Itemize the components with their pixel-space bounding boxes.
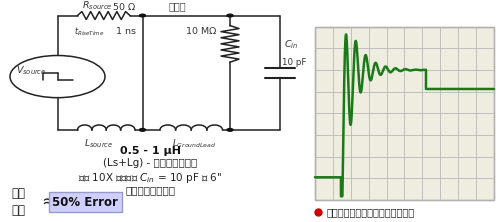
Circle shape: [140, 129, 145, 131]
FancyBboxPatch shape: [315, 27, 494, 200]
Text: 一个 10X 无源探头 $C_{in}$ = 10 pF 及 6": 一个 10X 无源探头 $C_{in}$ = 10 pF 及 6": [78, 170, 222, 185]
Text: 0.5 - 1 μH: 0.5 - 1 μH: [120, 146, 180, 156]
Circle shape: [227, 14, 233, 17]
Text: 振铃
幅度: 振铃 幅度: [11, 187, 25, 218]
Text: (Ls+Lg) - 接地线等效电感: (Ls+Lg) - 接地线等效电感: [103, 158, 197, 168]
Text: $C_{in}$: $C_{in}$: [284, 38, 298, 51]
Text: $L_{Ground Lead}$: $L_{Ground Lead}$: [172, 138, 217, 150]
Text: $L_{source}$: $L_{source}$: [84, 138, 113, 150]
Text: $R_{source}$: $R_{source}$: [82, 0, 113, 12]
Circle shape: [227, 129, 233, 131]
Text: 50% Error: 50% Error: [52, 196, 118, 209]
Text: $V_{source}$: $V_{source}$: [16, 65, 46, 77]
Circle shape: [140, 14, 145, 17]
Text: 10 pF: 10 pF: [282, 58, 306, 67]
Text: 接地线的等效电路: 接地线的等效电路: [125, 185, 175, 195]
Text: 50 Ω: 50 Ω: [110, 2, 135, 12]
Text: 探头尖: 探头尖: [168, 2, 186, 12]
Text: 10 MΩ: 10 MΩ: [186, 27, 217, 36]
Text: 左侧等效线路的探头所造成的振荡: 左侧等效线路的探头所造成的振荡: [326, 207, 414, 217]
Text: 1 ns: 1 ns: [113, 27, 136, 36]
Text: ≈: ≈: [42, 193, 56, 212]
FancyBboxPatch shape: [49, 192, 122, 212]
Text: $t_{Rise Time}$: $t_{Rise Time}$: [74, 25, 104, 38]
